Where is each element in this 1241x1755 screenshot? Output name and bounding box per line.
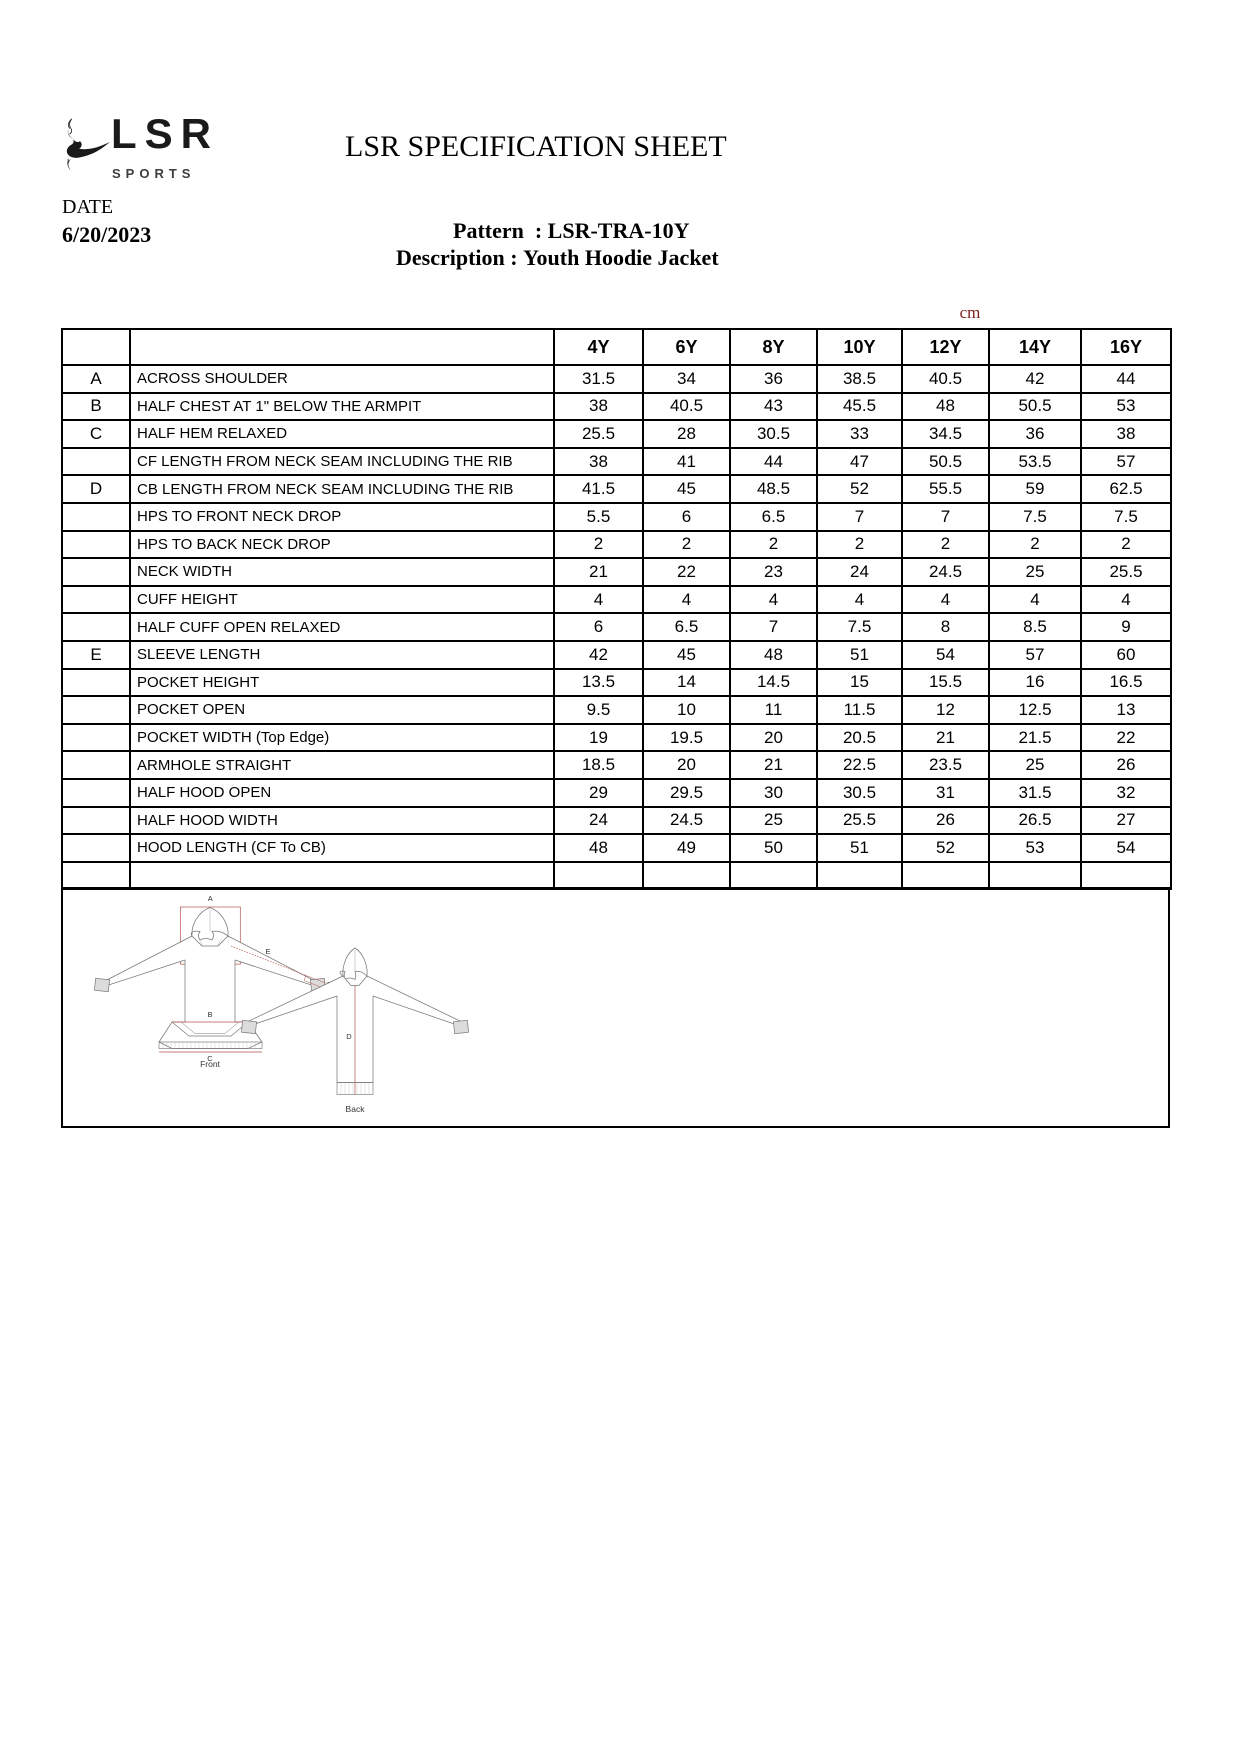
svg-text:Back: Back (346, 1104, 366, 1114)
svg-text:B: B (207, 1010, 212, 1019)
svg-text:E: E (265, 947, 270, 956)
svg-text:Front: Front (200, 1059, 220, 1069)
svg-text:D: D (346, 1032, 352, 1041)
svg-text:A: A (208, 894, 213, 903)
